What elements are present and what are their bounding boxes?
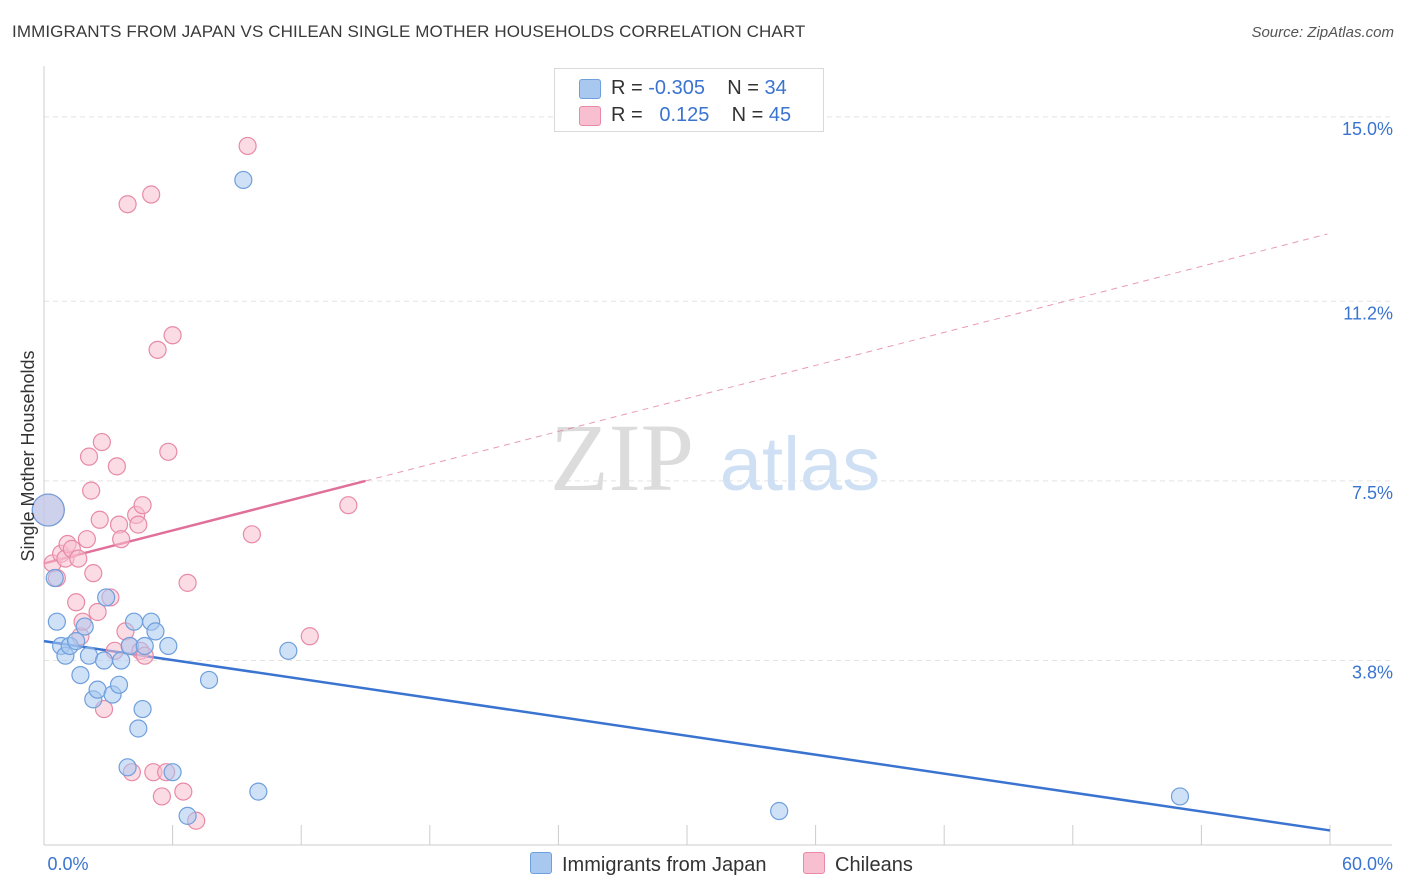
- legend-n-label: N =: [727, 77, 759, 99]
- data-point-japan: [71, 665, 90, 685]
- data-point-chileans: [339, 496, 358, 515]
- bottom-swatch-chileans: [803, 852, 825, 874]
- data-point-chileans: [112, 530, 131, 549]
- data-point-japan: [109, 675, 129, 694]
- data-point-japan: [75, 617, 94, 636]
- trend-lines: [43, 233, 1331, 832]
- data-point-chileans: [77, 530, 96, 549]
- data-point-japan: [135, 636, 154, 656]
- y-tick-label: 7.5%: [1352, 483, 1393, 503]
- data-point-japan: [279, 641, 298, 660]
- x-tick-label: 60.0%: [1342, 854, 1393, 874]
- bottom-legend-label: Chileans: [835, 854, 913, 876]
- data-point-chileans: [79, 447, 99, 466]
- data-point-japan: [97, 588, 116, 607]
- data-point-chileans: [92, 432, 111, 452]
- y-tick-label: 11.2%: [1343, 303, 1393, 323]
- y-axis-label: Single Mother Households: [18, 350, 38, 561]
- data-point-chileans: [159, 442, 178, 461]
- data-point-chileans: [88, 602, 107, 622]
- data-point-chileans: [152, 787, 171, 806]
- data-point-japan: [79, 646, 99, 665]
- legend-n-value: 34: [764, 77, 787, 99]
- x-tick-label: 0.0%: [47, 854, 88, 874]
- data-point-chileans: [163, 326, 182, 345]
- data-point-japan: [1170, 787, 1190, 806]
- trend-line-1: [43, 479, 366, 565]
- legend-r-value: 0.125: [659, 104, 710, 126]
- legend-n-label: N =: [731, 104, 764, 126]
- grid-lines: [44, 116, 1392, 662]
- bottom-swatch-japan: [530, 852, 552, 874]
- data-point-japan: [47, 612, 66, 631]
- data-point-chileans: [90, 510, 109, 529]
- data-point-japan: [199, 670, 219, 690]
- legend-r-label: R =: [611, 104, 643, 126]
- data-point-japan: [163, 763, 182, 782]
- data-point-chileans: [242, 525, 262, 544]
- data-point-chileans: [178, 573, 197, 592]
- watermark-zip: ZIP: [550, 404, 694, 511]
- y-tick-label: 3.8%: [1352, 663, 1393, 683]
- bottom-legend-label: Immigrants from Japan: [562, 854, 767, 876]
- legend-n-value: 45: [768, 104, 792, 126]
- data-point-japan: [67, 632, 86, 651]
- data-point-chileans: [69, 549, 88, 568]
- y-tick-label: 15.0%: [1342, 119, 1393, 139]
- data-point-chileans: [118, 195, 137, 214]
- data-point-chileans: [129, 515, 148, 534]
- trend-line-0: [43, 639, 1331, 832]
- data-point-japan: [770, 801, 789, 821]
- data-point-chileans: [300, 627, 319, 646]
- data-point-chileans: [148, 340, 167, 359]
- data-point-chileans: [67, 593, 86, 612]
- data-point-japan: [45, 568, 64, 588]
- legend-r-value: -0.305: [648, 77, 705, 99]
- data-point-chileans: [133, 496, 152, 515]
- data-point-japan: [178, 806, 197, 825]
- data-point-japan: [88, 680, 107, 699]
- legend-swatch-japan: [579, 79, 601, 99]
- legend-r-label: R =: [611, 77, 643, 99]
- trend-line-dashed-1: [365, 233, 1328, 482]
- bottom-legend-japan: Immigrants from Japan: [530, 852, 767, 877]
- data-point-chileans: [84, 564, 103, 583]
- data-point-japan: [94, 651, 114, 670]
- data-point-chileans: [174, 782, 193, 801]
- data-point-japan: [133, 699, 152, 719]
- data-point-japan: [124, 612, 144, 631]
- data-point-chileans: [107, 457, 126, 476]
- source-label: Source: ZipAtlas.com: [1251, 24, 1394, 41]
- watermark-atlas: atlas: [720, 422, 881, 507]
- data-point-japan: [146, 622, 165, 641]
- legend-swatch-chileans: [579, 106, 601, 126]
- chart-title: IMMIGRANTS FROM JAPAN VS CHILEAN SINGLE …: [12, 22, 806, 41]
- data-point-chileans: [82, 481, 101, 500]
- bottom-legend-chileans: Chileans: [803, 852, 913, 877]
- data-point-japan: [234, 170, 253, 190]
- data-point-japan: [118, 758, 137, 777]
- tick-labels: 3.8% 7.5% 11.2% 15.0% 0.0% 60.0%: [47, 119, 1393, 874]
- data-point-chileans: [142, 185, 161, 204]
- data-point-japan: [159, 636, 178, 656]
- data-point-chileans: [238, 136, 257, 156]
- data-point-japan: [249, 782, 268, 801]
- axes: [43, 66, 1392, 846]
- data-point-japan: [112, 651, 131, 670]
- data-points: [31, 136, 1190, 830]
- data-point-japan: [129, 719, 148, 738]
- correlation-legend: R = -0.305 N = 34 R = 0.125 N = 45: [554, 68, 824, 132]
- data-point-japan: [31, 493, 65, 527]
